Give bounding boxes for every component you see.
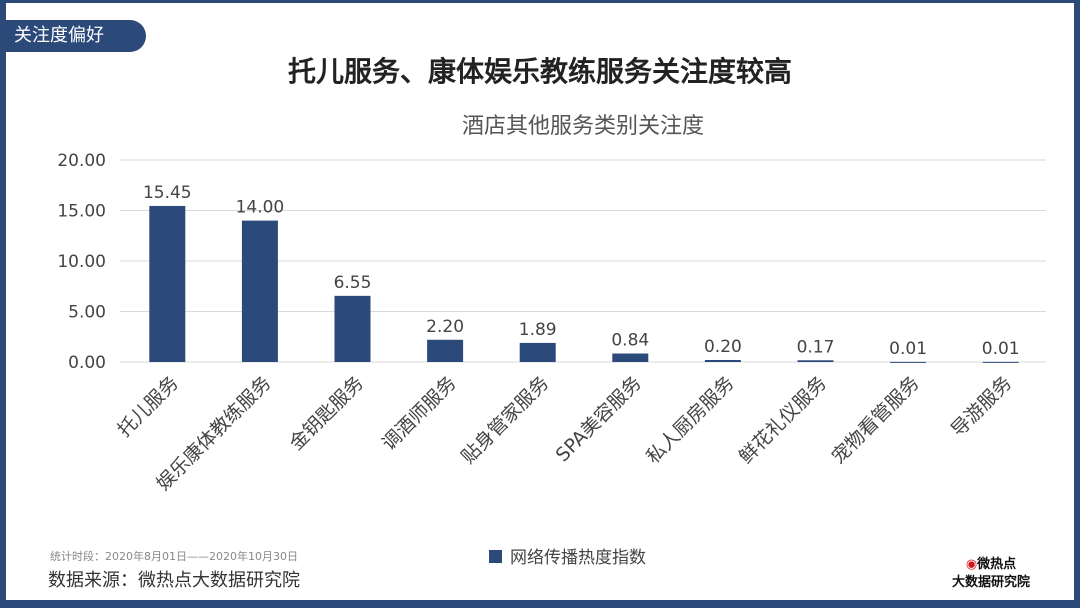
data-label: 15.45	[143, 183, 192, 203]
x-tick-label: 托儿服务	[114, 372, 183, 441]
section-tag: 关注度偏好	[0, 20, 146, 52]
x-tick-label: 宠物看管服务	[827, 372, 923, 468]
x-tick-label: 贴身管家服务	[457, 372, 553, 468]
x-tick-label: 导游服务	[947, 372, 1016, 441]
bar	[149, 205, 186, 362]
y-tick-label: 20.00	[57, 151, 106, 171]
bar	[704, 359, 741, 362]
data-label: 6.55	[334, 273, 372, 293]
data-label: 0.84	[611, 331, 649, 351]
logo-line1: 微热点	[977, 557, 1017, 572]
logo: ◉微热点大数据研究院	[952, 556, 1030, 592]
bar	[241, 220, 278, 362]
x-tick-label: 私人厨房服务	[642, 372, 738, 468]
bar	[612, 353, 649, 362]
legend-label: 网络传播热度指数	[510, 548, 646, 568]
y-tick-label: 5.00	[68, 303, 106, 323]
page-title: 托儿服务、康体娱乐教练服务关注度较高	[287, 55, 792, 88]
legend-swatch	[489, 550, 502, 563]
bar	[982, 361, 1019, 363]
data-label: 2.20	[426, 317, 464, 337]
data-label: 0.01	[982, 339, 1020, 359]
x-tick-label: 金钥匙服务	[285, 372, 368, 455]
data-label: 0.17	[797, 337, 835, 357]
y-tick-label: 10.00	[57, 252, 106, 272]
eye-logo-icon: ◉	[965, 557, 978, 572]
bar	[334, 295, 371, 362]
x-tick-label: 调酒师服务	[378, 372, 461, 455]
x-tick-label: 鲜花礼仪服务	[735, 372, 831, 468]
data-label: 0.01	[889, 339, 927, 359]
bar	[519, 342, 556, 362]
bar	[427, 339, 464, 362]
y-tick-label: 0.00	[68, 353, 106, 373]
bar	[797, 360, 834, 362]
x-tick-label: SPA美容服务	[552, 372, 646, 466]
logo-line2: 大数据研究院	[952, 575, 1031, 590]
chart-title: 酒店其他服务类别关注度	[462, 114, 704, 139]
bar	[890, 361, 927, 363]
data-label: 14.00	[236, 198, 285, 218]
data-label: 1.89	[519, 320, 557, 340]
source-note: 数据来源：微热点大数据研究院	[48, 570, 300, 591]
period-note: 统计时段：2020年8月01日——2020年10月30日	[50, 550, 298, 563]
y-tick-label: 15.00	[57, 202, 106, 222]
data-label: 0.20	[704, 337, 742, 357]
